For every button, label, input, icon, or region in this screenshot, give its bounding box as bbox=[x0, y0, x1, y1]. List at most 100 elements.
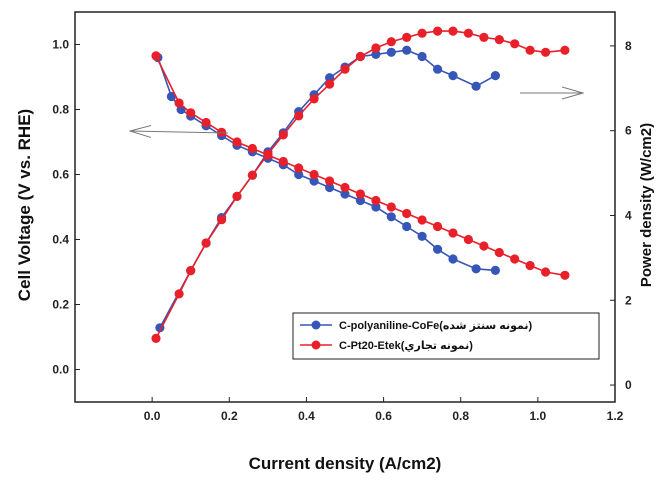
x-tick-label: 0.8 bbox=[452, 409, 469, 423]
series-2-voltage-point bbox=[448, 228, 458, 238]
series-2-power-point bbox=[510, 39, 520, 49]
y-left-tick-label: 1.0 bbox=[52, 38, 69, 52]
series-2-power-point bbox=[186, 266, 196, 276]
y-right-tick-label: 8 bbox=[625, 39, 632, 53]
left-axis-arrow bbox=[130, 131, 229, 133]
x-tick-label: 0.4 bbox=[298, 409, 315, 423]
series-2-power-point bbox=[541, 47, 551, 57]
y-axis-right-title: Power density (W/cm2) bbox=[638, 123, 655, 287]
series-2-power-point bbox=[371, 43, 381, 53]
series-1-voltage-point bbox=[471, 264, 481, 274]
series-1-voltage-point bbox=[448, 254, 458, 264]
series-2-voltage-point bbox=[494, 247, 504, 258]
series-2-voltage-point bbox=[247, 143, 257, 154]
legend-swatch-marker-2 bbox=[311, 340, 321, 350]
series-1-voltage-point bbox=[294, 169, 304, 180]
legend-swatch-marker-1 bbox=[311, 320, 321, 330]
series-2-power-point bbox=[448, 26, 458, 36]
series-1-voltage-point bbox=[309, 176, 319, 186]
y-axis-right: 0 2 4 6 8 bbox=[610, 39, 632, 392]
series-2-power-point bbox=[494, 35, 504, 45]
series-1-power-point bbox=[402, 45, 412, 55]
series-1-voltage-point bbox=[325, 182, 335, 193]
series-1-voltage-point bbox=[340, 189, 350, 199]
series-2-power bbox=[151, 26, 570, 343]
series-1-power-point bbox=[490, 71, 500, 81]
x-axis-title: Current density (A/cm2) bbox=[249, 454, 442, 473]
legend: C-polyaniline-CoFe(نمونه سنتز شده) C-Pt2… bbox=[292, 312, 600, 360]
series-2-power-point bbox=[402, 32, 412, 43]
series-1-voltage-point bbox=[402, 221, 412, 232]
series-2-voltage bbox=[151, 51, 570, 280]
series-1-voltage-point bbox=[166, 91, 176, 102]
series-2-voltage-point bbox=[294, 163, 304, 173]
series-1-voltage-point bbox=[433, 244, 443, 254]
y-right-tick-label: 0 bbox=[625, 378, 632, 392]
y-right-tick-label: 2 bbox=[625, 293, 632, 307]
series-1-voltage-point bbox=[371, 202, 381, 212]
series-2-voltage-point bbox=[541, 267, 551, 277]
x-axis: 0.0 0.2 0.4 0.6 0.8 1.0 1.2 bbox=[144, 397, 624, 423]
series-2-voltage-point bbox=[325, 176, 335, 186]
series-2-power-point bbox=[217, 215, 227, 225]
series-2-voltage-point bbox=[560, 270, 570, 280]
series-1-power-point bbox=[386, 47, 396, 57]
y-left-tick-label: 0.8 bbox=[52, 103, 69, 117]
series-2-power-point bbox=[479, 32, 489, 43]
series-1-power-point bbox=[417, 51, 427, 62]
series-2-power-point bbox=[309, 94, 319, 104]
series-1-power-point bbox=[448, 71, 458, 81]
series-1-voltage-point bbox=[355, 195, 365, 206]
series-2-voltage-point bbox=[525, 260, 535, 271]
y-left-tick-label: 0.0 bbox=[52, 363, 69, 377]
series-1-power-point bbox=[471, 81, 481, 91]
legend-label-2: C-Pt20-Etek(نمونه تجاري) bbox=[339, 340, 473, 352]
x-tick-label: 1.2 bbox=[607, 409, 624, 423]
series-2-voltage-point bbox=[479, 241, 489, 251]
series-2-power-point bbox=[340, 64, 350, 74]
series-2-power-point bbox=[325, 79, 335, 89]
series-2-voltage-point bbox=[386, 202, 396, 212]
series-2-power-point bbox=[463, 28, 473, 38]
series-2-power-point bbox=[386, 37, 396, 47]
x-tick-label: 1.0 bbox=[530, 409, 547, 423]
y-left-tick-label: 0.2 bbox=[52, 298, 69, 312]
series-2-power-point bbox=[232, 191, 242, 201]
series-2-voltage-point bbox=[278, 156, 288, 167]
series-2-voltage-point bbox=[340, 182, 350, 193]
series-2-voltage-point bbox=[217, 127, 227, 137]
series-2-voltage-point bbox=[309, 169, 319, 180]
legend-box bbox=[292, 312, 600, 360]
y-right-tick-label: 6 bbox=[625, 124, 632, 138]
series-2-power-point bbox=[174, 289, 184, 299]
series-2-power-point bbox=[263, 149, 273, 159]
x-tick-label: 0.2 bbox=[221, 409, 238, 423]
series-1-power-point bbox=[371, 49, 381, 60]
series-1-voltage-point bbox=[490, 265, 500, 275]
series-2-power-point bbox=[417, 28, 427, 38]
series-2-voltage-point bbox=[186, 108, 196, 118]
series-2-power-point bbox=[151, 333, 161, 343]
series-2-voltage-point bbox=[371, 195, 381, 206]
series-2-voltage-point bbox=[232, 137, 242, 147]
series-2-voltage-point bbox=[417, 215, 427, 225]
series-layer bbox=[151, 26, 570, 343]
series-1-power-point bbox=[325, 73, 335, 83]
series-2-power-point bbox=[294, 111, 304, 121]
y-left-tick-label: 0.4 bbox=[52, 233, 69, 247]
x-tick-label: 0.0 bbox=[144, 409, 161, 423]
series-2-voltage-point bbox=[510, 254, 520, 264]
series-2-voltage-point bbox=[402, 208, 412, 219]
series-2-power-point bbox=[525, 45, 535, 55]
series-2-voltage-point bbox=[151, 51, 161, 61]
series-2-voltage-point bbox=[355, 189, 365, 199]
legend-label-1: C-polyaniline-CoFe(نمونه سنتز شده) bbox=[339, 320, 533, 332]
series-2-power-point bbox=[201, 238, 211, 248]
series-1-voltage-point bbox=[386, 212, 396, 222]
y-left-tick-label: 0.6 bbox=[52, 168, 69, 182]
series-2-power-point bbox=[560, 45, 570, 55]
y-axis-left: 0.0 0.2 0.4 0.6 0.8 1.0 bbox=[52, 38, 80, 377]
y-right-tick-label: 4 bbox=[625, 208, 632, 222]
series-2-power-point bbox=[355, 51, 365, 62]
x-tick-label: 0.6 bbox=[375, 409, 392, 423]
